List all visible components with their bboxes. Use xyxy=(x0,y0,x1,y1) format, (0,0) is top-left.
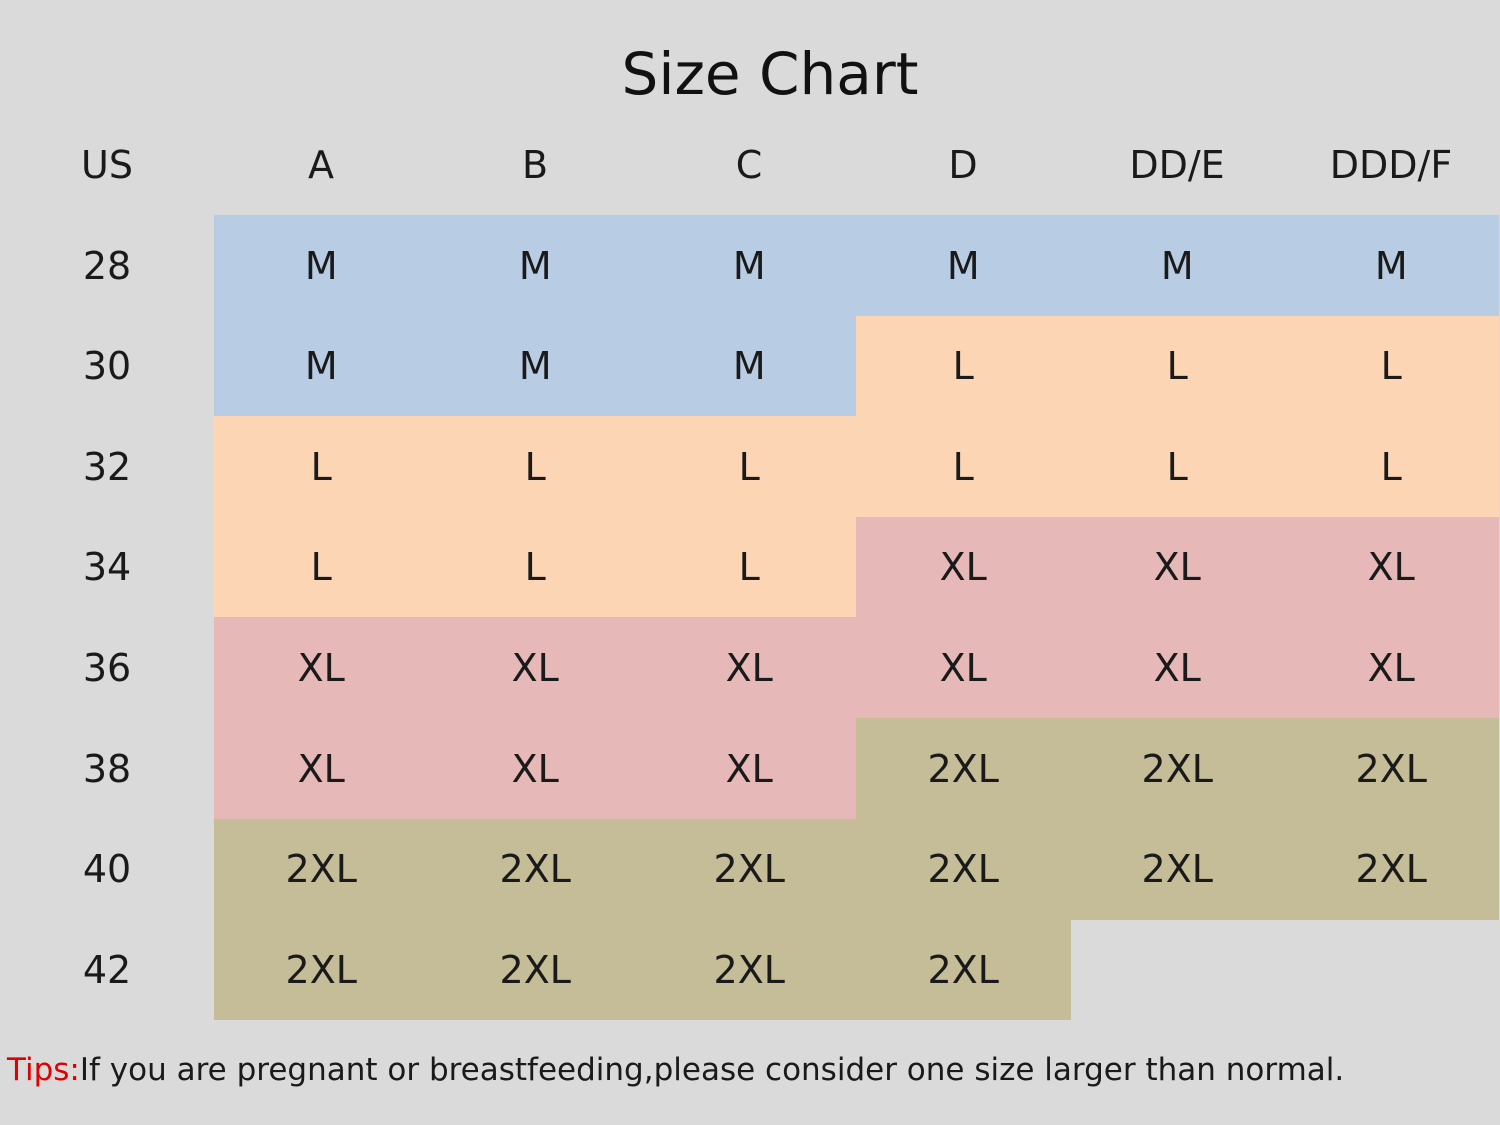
size-cell: XL xyxy=(1284,516,1499,618)
size-cell: L xyxy=(1070,315,1285,417)
size-cell: 2XL xyxy=(214,818,429,920)
size-cell: XL xyxy=(1070,617,1285,719)
band-size: 40 xyxy=(82,847,132,892)
size-cell: L xyxy=(1284,315,1499,417)
size-cell: M xyxy=(428,215,643,317)
band-size: 42 xyxy=(82,947,132,992)
size-cell: M xyxy=(1284,215,1499,317)
size-cell: L xyxy=(1284,416,1499,518)
size-cell: 2XL xyxy=(1284,718,1499,820)
size-cell: L xyxy=(642,516,857,618)
column-header: B xyxy=(521,143,549,187)
tips-text: If you are pregnant or breastfeeding,ple… xyxy=(79,1052,1345,1088)
band-size: 30 xyxy=(82,344,132,389)
size-cell: 2XL xyxy=(428,818,643,920)
size-cell: L xyxy=(214,516,429,618)
size-cell: L xyxy=(1070,416,1285,518)
size-cell: XL xyxy=(214,718,429,820)
size-cell: M xyxy=(1070,215,1285,317)
size-cell: L xyxy=(642,416,857,518)
size-cell: 2XL xyxy=(428,919,643,1021)
column-header: D xyxy=(948,143,978,187)
size-cell: M xyxy=(642,315,857,417)
band-size: 38 xyxy=(82,746,132,791)
size-cell: XL xyxy=(214,617,429,719)
size-cell: L xyxy=(428,516,643,618)
size-cell: 2XL xyxy=(856,818,1071,920)
band-size: 34 xyxy=(82,545,132,590)
size-cell: XL xyxy=(1284,617,1499,719)
size-cell: L xyxy=(428,416,643,518)
tips-label: Tips: xyxy=(7,1052,80,1088)
size-cell: 2XL xyxy=(856,919,1071,1021)
size-cell: XL xyxy=(1070,516,1285,618)
size-cell: L xyxy=(856,416,1071,518)
size-cell: 2XL xyxy=(214,919,429,1021)
title: Size Chart xyxy=(621,40,919,108)
band-size: 32 xyxy=(82,444,132,489)
size-cell: XL xyxy=(428,718,643,820)
band-size: 36 xyxy=(82,645,132,690)
size-cell: L xyxy=(214,416,429,518)
column-header: A xyxy=(308,143,334,187)
size-cell: XL xyxy=(642,718,857,820)
size-cell: M xyxy=(428,315,643,417)
column-header: C xyxy=(735,143,763,187)
size-cell: M xyxy=(214,215,429,317)
size-cell: XL xyxy=(856,617,1071,719)
size-cell: 2XL xyxy=(1070,718,1285,820)
size-cell: 2XL xyxy=(1070,818,1285,920)
size-cell: M xyxy=(214,315,429,417)
tips: Tips:If you are pregnant or breastfeedin… xyxy=(7,1052,1344,1088)
size-cell: XL xyxy=(428,617,643,719)
size-cell: M xyxy=(856,215,1071,317)
column-header: DD/E xyxy=(1129,143,1225,187)
size-cell: L xyxy=(856,315,1071,417)
size-cell: 2XL xyxy=(642,818,857,920)
size-cell: XL xyxy=(642,617,857,719)
size-cell: M xyxy=(642,215,857,317)
size-cell: 2XL xyxy=(642,919,857,1021)
size-cell: XL xyxy=(856,516,1071,618)
band-size: 28 xyxy=(82,243,132,288)
column-header: US xyxy=(81,143,133,187)
size-cell: 2XL xyxy=(856,718,1071,820)
size-cell: 2XL xyxy=(1284,818,1499,920)
column-header: DDD/F xyxy=(1329,143,1453,187)
